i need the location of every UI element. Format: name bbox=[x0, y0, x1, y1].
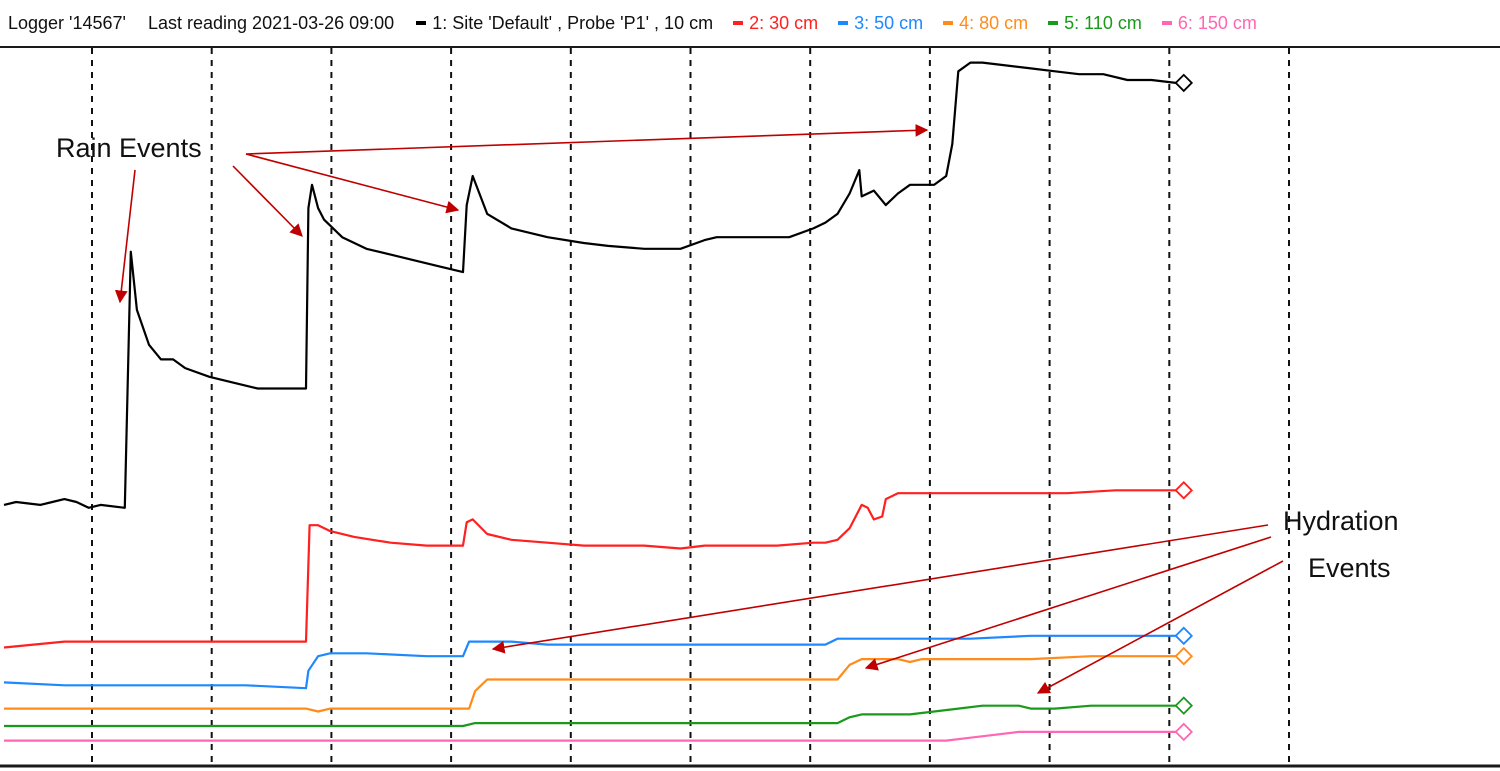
series-end-marker bbox=[1174, 722, 1194, 742]
legend-swatch bbox=[943, 21, 954, 25]
legend-entry: 2: 30 cm bbox=[733, 13, 818, 34]
legend-label: 2: 30 cm bbox=[749, 12, 819, 33]
legend-entry: 5: 110 cm bbox=[1048, 13, 1142, 34]
annotation-arrow bbox=[491, 524, 1269, 654]
series-end-marker bbox=[1174, 481, 1194, 500]
legend-items: 1: Site 'Default' , Probe 'P1' , 10 cm 2:… bbox=[416, 13, 1277, 34]
annotation-arrow bbox=[864, 536, 1272, 671]
legend-label: 5: 110 cm bbox=[1064, 12, 1142, 33]
series-line bbox=[3, 61, 1176, 509]
series-line bbox=[3, 489, 1176, 649]
series-end-marker bbox=[1174, 646, 1194, 666]
annotation-arrows bbox=[114, 124, 1284, 694]
plot-background bbox=[0, 48, 1500, 771]
annotation-arrow bbox=[245, 124, 929, 155]
logger-label: Logger '14567' bbox=[8, 12, 126, 33]
last-reading-label: Last reading 2021-03-26 09:00 bbox=[147, 12, 395, 33]
series-end-marker bbox=[1174, 626, 1194, 646]
hydration-label-line2: Events bbox=[1308, 553, 1391, 583]
legend-entry: 6: 150 cm bbox=[1161, 12, 1257, 34]
legend-swatch bbox=[838, 21, 849, 25]
series-end-marker bbox=[1174, 696, 1194, 715]
legend-entry: 4: 80 cm bbox=[943, 13, 1028, 34]
rain-events-label: Rain Events bbox=[56, 133, 202, 163]
legend-swatch bbox=[733, 21, 744, 25]
legend-swatch bbox=[1048, 21, 1059, 25]
plot-area: Rain Events Hydration Events bbox=[0, 48, 1500, 771]
legend-label: 6: 150 cm bbox=[1177, 12, 1257, 33]
legend-bar: Logger '14567' Last reading 2021-03-26 0… bbox=[0, 0, 1500, 48]
legend-label: 4: 80 cm bbox=[959, 12, 1029, 33]
annotation-arrow bbox=[245, 153, 460, 214]
annotation-arrow bbox=[1036, 560, 1284, 694]
legend-entry: 3: 50 cm bbox=[838, 13, 923, 34]
end-markers bbox=[1174, 73, 1194, 742]
series-end-marker bbox=[1174, 73, 1194, 93]
legend-label: 1: Site 'Default' , Probe 'P1' , 10 cm bbox=[432, 12, 714, 33]
series-line bbox=[4, 704, 1176, 728]
series-line bbox=[4, 730, 1176, 742]
legend-label: 3: 50 cm bbox=[854, 12, 924, 33]
annotation-arrow bbox=[114, 169, 136, 304]
legend-swatch bbox=[1161, 21, 1172, 25]
legend-entry: 1: Site 'Default' , Probe 'P1' , 10 cm bbox=[416, 13, 713, 34]
legend-swatch bbox=[416, 21, 427, 25]
hydration-label-line1: Hydration bbox=[1283, 506, 1399, 536]
series-line bbox=[4, 655, 1176, 713]
annotation-arrow bbox=[232, 165, 303, 237]
